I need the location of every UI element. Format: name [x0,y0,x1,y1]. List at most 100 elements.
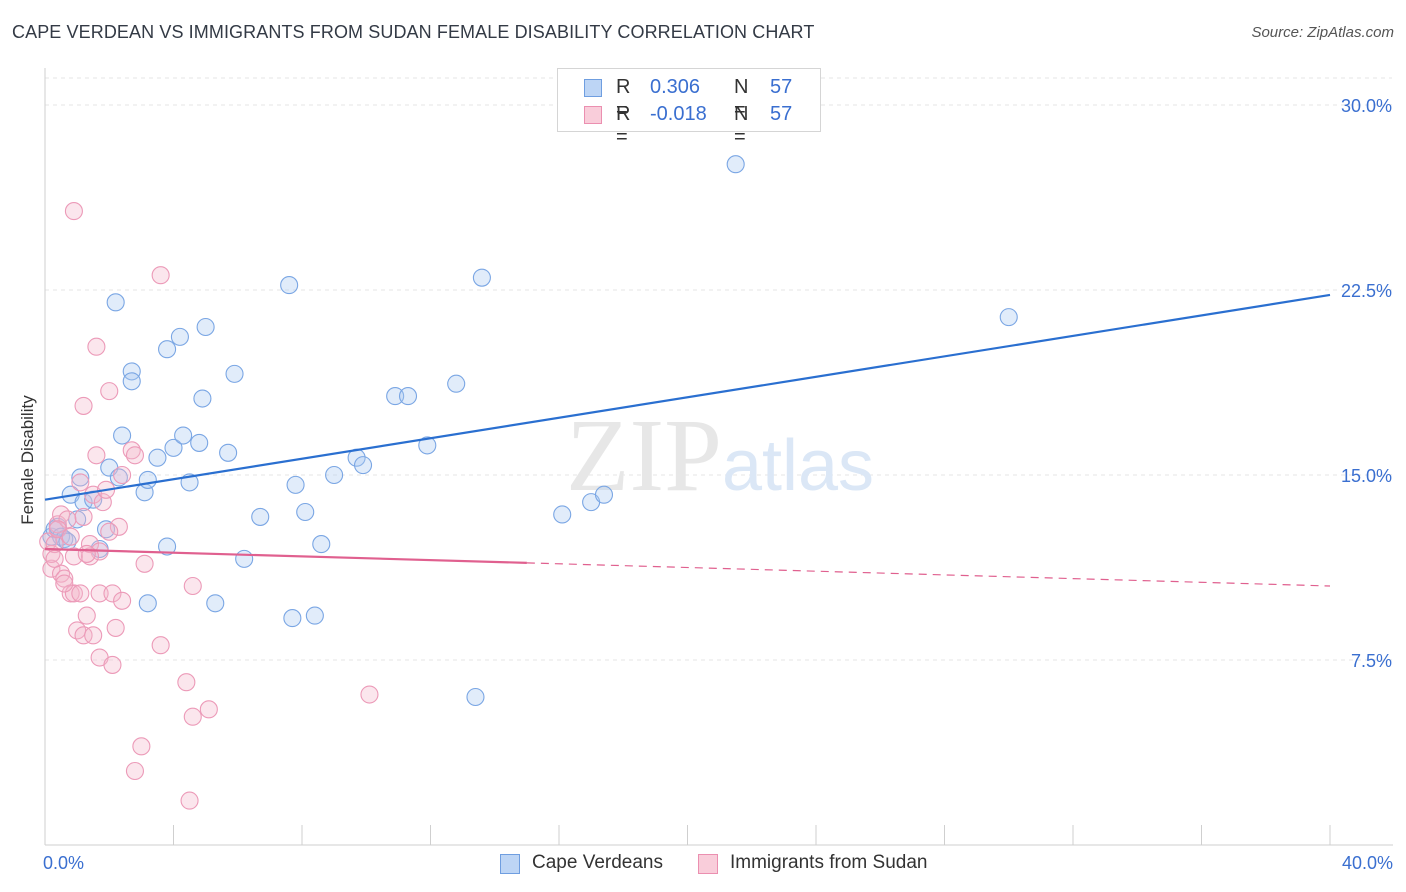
data-point [447,374,466,393]
tick-labels: 7.5% 15.0% 22.5% 30.0% 0.0% 40.0% [43,96,1393,873]
data-point [999,308,1018,327]
data-point [151,636,170,655]
data-point [77,606,96,625]
stats-legend: R = 0.306 N = 57 R = -0.018 N = 57 [557,68,821,148]
y-tick-label: 30.0% [1341,96,1392,116]
data-point [138,594,157,613]
data-point [122,372,141,391]
r-value: 0.306 [650,76,701,98]
data-point [84,626,103,645]
data-point [90,584,109,603]
data-point [71,473,90,492]
x-tick-label-max: 40.0% [1342,853,1393,873]
legend-label: Cape Verdeans [532,852,663,873]
data-point [74,626,93,645]
data-point [100,382,119,401]
data-point [219,443,238,462]
y-tick-label: 7.5% [1351,651,1392,671]
r-label: R = [616,103,631,148]
data-point [103,584,122,603]
data-point [71,468,90,487]
data-point [122,362,141,381]
chart-title: CAPE VERDEAN VS IMMIGRANTS FROM SUDAN FE… [12,22,815,42]
data-point [190,433,209,452]
data-point [174,426,193,445]
data-point [77,544,96,563]
data-point [71,584,90,603]
legend-swatch-pink [698,854,718,874]
legend-swatch-pink [584,106,602,124]
n-label: N = [734,76,749,121]
data-point [325,465,344,485]
data-point [164,438,183,457]
trend-lines [44,293,1331,587]
data-point [398,387,418,406]
r-value: -0.018 [650,103,707,125]
data-point [64,202,83,221]
data-point [726,155,745,174]
data-point [158,340,177,359]
data-point [64,584,83,603]
data-point [199,700,218,719]
data-point [138,470,157,489]
data-point [80,547,100,566]
data-point [594,485,614,504]
data-point [472,268,491,287]
data-point [113,465,132,485]
data-point [103,655,122,674]
gridlines [45,77,1392,661]
data-point [360,685,379,704]
data-point [286,475,305,494]
data-point [61,527,80,546]
trend-line-solid [44,547,527,564]
data-point [235,549,254,568]
trend-line-dashed [526,562,1331,587]
data-point [106,293,125,312]
data-point [180,791,199,810]
legend-label: Immigrants from Sudan [730,852,928,873]
series-cape-verdeans [42,155,1018,707]
data-point [113,426,132,445]
axes [44,68,1393,846]
data-point [225,364,244,383]
data-point [183,576,202,596]
data-point [418,436,437,455]
data-point [177,673,196,692]
data-point [353,456,373,475]
data-point [553,505,572,524]
data-point [55,574,74,593]
n-value: 57 [770,103,793,125]
data-point [158,537,177,556]
data-point [100,522,119,541]
legend-swatch-blue [584,79,602,97]
series-immigrants-from-sudan [39,202,379,810]
trend-line [44,293,1331,501]
data-point [386,387,405,406]
data-point [148,448,167,467]
data-point [280,276,299,295]
watermark: ZIPatlas [566,398,874,513]
data-point [466,687,485,707]
data-point [109,517,128,536]
data-point [87,446,106,465]
data-point [251,507,270,526]
data-point [74,396,93,415]
data-point [125,761,144,781]
data-point [305,606,324,625]
x-tick-label-min: 0.0% [43,853,84,873]
data-point [58,510,77,529]
data-point [125,446,144,465]
data-point [196,317,215,337]
data-point [170,327,189,346]
data-point [113,591,132,610]
y-tick-label: 15.0% [1341,466,1392,486]
data-point [296,502,315,522]
legend-swatch-blue [500,854,520,874]
data-point [106,618,125,637]
data-point [206,594,225,613]
r-label: R = [616,76,631,121]
data-point [283,609,302,628]
data-point [183,707,202,726]
data-point [312,535,331,554]
